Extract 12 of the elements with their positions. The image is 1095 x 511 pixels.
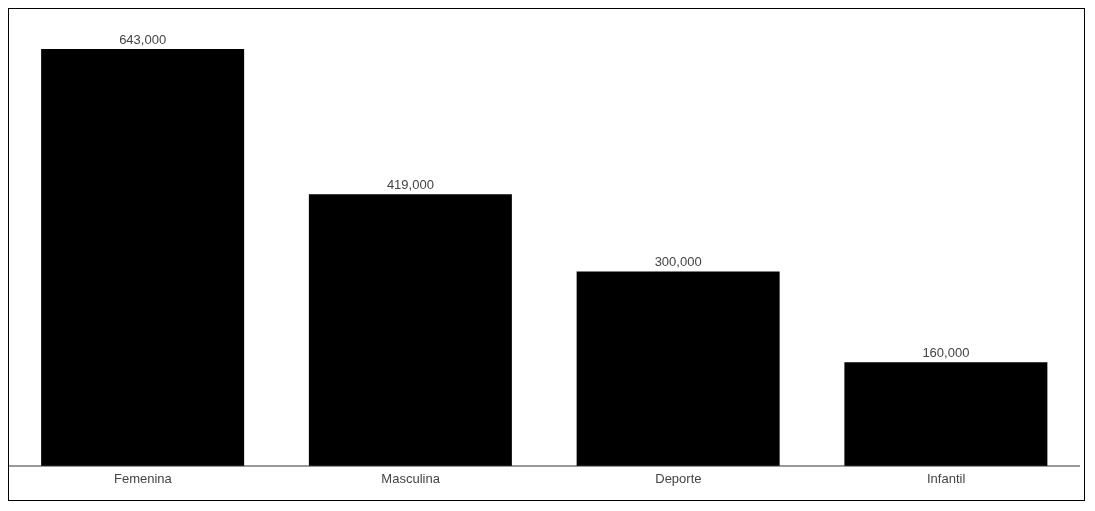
- bar: [844, 362, 1048, 466]
- bar: [308, 194, 512, 466]
- data-label: 419,000: [386, 177, 434, 193]
- bar: [41, 49, 245, 466]
- x-tick-label: Masculina: [381, 471, 441, 487]
- x-tick-label: Infantil: [926, 471, 966, 487]
- bar: [576, 271, 780, 466]
- x-tick-label: Femenina: [113, 471, 173, 487]
- data-label: 643,000: [119, 32, 167, 47]
- data-label: 160,000: [922, 345, 970, 361]
- data-label: 300,000: [654, 254, 702, 270]
- x-tick-label: Deporte: [655, 471, 702, 487]
